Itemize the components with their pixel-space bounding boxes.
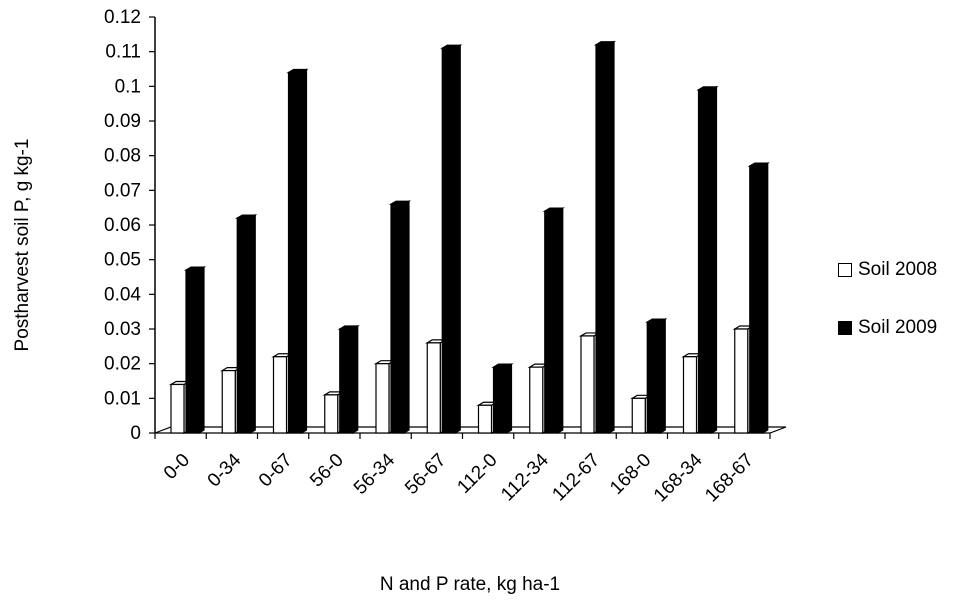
bar-front bbox=[375, 363, 390, 434]
bar-front bbox=[170, 383, 185, 434]
bar-side bbox=[557, 207, 564, 435]
y-tick-label: 0.12 bbox=[104, 7, 141, 28]
y-tick-label: 0.1 bbox=[115, 76, 141, 97]
bar-front bbox=[236, 217, 251, 434]
legend-label-soil-2009: Soil 2009 bbox=[858, 317, 938, 338]
bar-front bbox=[544, 210, 559, 434]
bar-side bbox=[403, 200, 410, 435]
legend-label-soil-2008: Soil 2008 bbox=[858, 259, 938, 280]
bar-side bbox=[352, 324, 359, 435]
bar-soil-2009 bbox=[593, 40, 617, 435]
bars bbox=[168, 40, 770, 435]
bar-front bbox=[221, 370, 236, 434]
legend-item-soil-2008: Soil 2008 bbox=[838, 258, 937, 282]
x-tick-label: 0-67 bbox=[255, 450, 297, 492]
legend-swatch-soil-2009 bbox=[838, 321, 852, 335]
bar-soil-2009 bbox=[542, 207, 565, 435]
y-tick-label: 0.03 bbox=[104, 319, 141, 340]
axes bbox=[149, 16, 787, 439]
y-axis-label: Postharvest soil P, g kg-1 bbox=[12, 139, 33, 352]
bar-side bbox=[710, 85, 718, 435]
bar-soil-2009 bbox=[388, 200, 412, 435]
bar-front bbox=[441, 47, 456, 434]
bar-front bbox=[492, 366, 508, 434]
x-tick-label: 168-34 bbox=[650, 449, 707, 506]
legend-swatch-soil-2008 bbox=[838, 263, 852, 277]
bar-front bbox=[697, 89, 713, 434]
bar-front bbox=[529, 366, 544, 434]
bar-soil-2009 bbox=[235, 214, 258, 435]
bar-soil-2009 bbox=[286, 68, 309, 435]
bar-front bbox=[631, 397, 646, 434]
bar-soil-2009 bbox=[337, 324, 360, 435]
bar-side bbox=[659, 318, 666, 435]
bar-front bbox=[580, 335, 595, 434]
x-tick-label: 112-34 bbox=[497, 449, 553, 505]
bar-side bbox=[454, 44, 461, 435]
x-tick-label: 0-0 bbox=[160, 450, 194, 484]
x-tick-label: 168-67 bbox=[701, 450, 758, 507]
bar-soil-2009 bbox=[491, 363, 514, 435]
y-tick-label: 0.02 bbox=[104, 354, 141, 375]
x-axis-label: N and P rate, kg ha-1 bbox=[380, 574, 560, 595]
legend: Soil 2008 Soil 2009 bbox=[838, 258, 937, 374]
bar-side bbox=[762, 162, 769, 435]
x-tick-label: 112-67 bbox=[548, 450, 604, 506]
bar-soil-2009 bbox=[696, 85, 719, 435]
bar-front bbox=[339, 328, 354, 434]
bar-front bbox=[595, 44, 610, 434]
y-tick-label: 0.11 bbox=[105, 42, 141, 63]
bar-front bbox=[682, 356, 698, 434]
y-tick-label: 0.01 bbox=[104, 388, 141, 409]
x-tick-label: 112-0 bbox=[453, 450, 501, 498]
bar-side bbox=[198, 266, 205, 435]
legend-item-soil-2009: Soil 2009 bbox=[838, 316, 937, 340]
bar-front bbox=[272, 356, 288, 434]
bar-front bbox=[477, 404, 493, 434]
bar-side bbox=[300, 68, 308, 435]
x-tick-label: 0-34 bbox=[204, 449, 246, 491]
bar-front bbox=[287, 71, 303, 434]
x-tick-label: 168-0 bbox=[606, 450, 655, 499]
x-tick-label: 56-67 bbox=[401, 450, 450, 499]
bar-front bbox=[734, 328, 749, 434]
bar-front bbox=[426, 342, 441, 434]
bar-soil-2009 bbox=[440, 44, 463, 435]
bar-front bbox=[749, 165, 764, 434]
bar-front bbox=[646, 321, 661, 434]
bar-side bbox=[249, 214, 256, 435]
y-tick-label: 0.07 bbox=[104, 180, 141, 201]
bar-soil-2009 bbox=[183, 266, 207, 435]
x-tick-label: 56-0 bbox=[306, 450, 348, 492]
bar-soil-2009 bbox=[645, 318, 668, 435]
y-tick-label: 0 bbox=[130, 423, 141, 444]
bar-front bbox=[324, 394, 339, 434]
y-tick-label: 0.08 bbox=[104, 146, 141, 167]
y-tick-label: 0.04 bbox=[104, 284, 141, 305]
bar-soil-2008 bbox=[681, 352, 704, 435]
bar-soil-2009 bbox=[747, 162, 770, 435]
bar-front bbox=[390, 203, 405, 434]
bar-front bbox=[185, 269, 200, 434]
bar-side bbox=[608, 40, 615, 435]
y-tick-label: 0.09 bbox=[104, 111, 141, 132]
y-tick-label: 0.05 bbox=[104, 250, 141, 271]
bar-side bbox=[505, 363, 513, 435]
x-tick-label: 56-34 bbox=[350, 449, 400, 499]
y-tick-label: 0.06 bbox=[104, 215, 141, 236]
